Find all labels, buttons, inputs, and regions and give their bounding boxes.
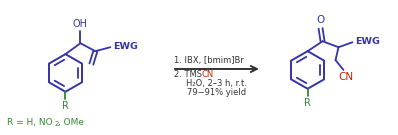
Text: , OMe: , OMe [59, 118, 84, 127]
Text: 2: 2 [55, 121, 59, 127]
Text: OH: OH [73, 19, 88, 29]
Text: CN: CN [202, 70, 214, 79]
Text: CN: CN [338, 72, 353, 82]
Text: H₂O, 2–3 h, r.t.: H₂O, 2–3 h, r.t. [187, 79, 248, 88]
Text: EWG: EWG [355, 37, 380, 46]
Text: 2. TMS: 2. TMS [174, 70, 202, 79]
Text: R = H, NO: R = H, NO [7, 118, 52, 127]
Text: 79−91% yield: 79−91% yield [187, 88, 246, 97]
Text: O: O [316, 15, 325, 25]
Text: R: R [62, 101, 69, 111]
Text: EWG: EWG [113, 42, 138, 51]
Text: R: R [304, 98, 311, 108]
Text: 1. IBX, [bmim]Br: 1. IBX, [bmim]Br [174, 56, 244, 65]
